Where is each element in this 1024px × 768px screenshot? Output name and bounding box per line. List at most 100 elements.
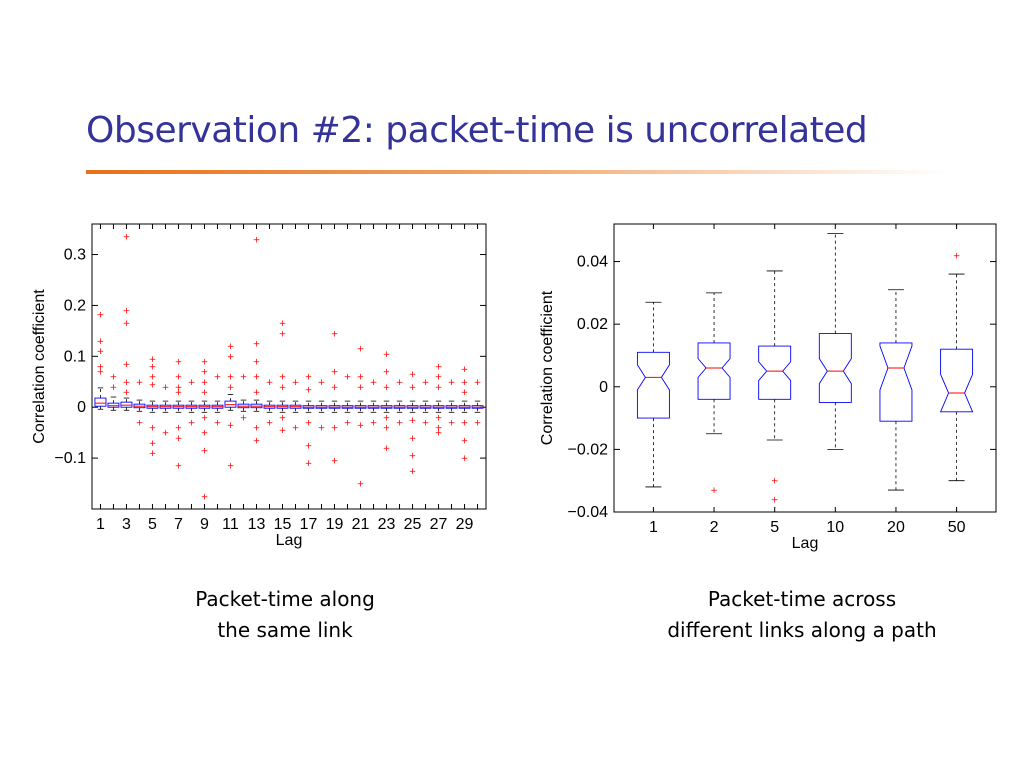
outlier-point: + — [97, 337, 105, 347]
outlier-point: + — [383, 350, 391, 360]
outlier-point: + — [214, 418, 222, 428]
caption-left-line-2: the same link — [217, 618, 353, 642]
outlier-point: + — [409, 434, 417, 444]
outlier-point: + — [357, 383, 365, 393]
box-28: ++ — [445, 378, 458, 428]
outlier-point: + — [240, 373, 248, 383]
x-tick-label: 1 — [649, 519, 658, 536]
outlier-point: + — [149, 449, 157, 459]
box-body — [94, 397, 107, 407]
box-24: ++ — [393, 378, 406, 428]
outlier-point: + — [409, 467, 417, 477]
outlier-point: + — [331, 424, 339, 434]
box-2: ++ — [107, 373, 120, 411]
title-underline — [86, 170, 946, 174]
outlier-point: + — [409, 452, 417, 462]
outlier-point: + — [305, 441, 313, 451]
outlier-point: + — [435, 363, 443, 373]
box-27: ++++++ — [432, 363, 445, 439]
box-20: ++ — [341, 373, 354, 428]
outlier-point: + — [383, 413, 391, 423]
box-18: ++ — [315, 378, 328, 434]
outlier-point: + — [461, 365, 469, 375]
outlier-point: + — [357, 480, 365, 490]
outlier-point: + — [383, 444, 391, 454]
outlier-point: + — [461, 418, 469, 428]
outlier-point: + — [149, 424, 157, 434]
chart-left: −0.100.10.20.31 3 5 7 9 11 13 15 17 19 21 23 25 27 29L… — [31, 223, 487, 549]
x-tick-label: 50 — [948, 519, 966, 536]
outlier-point: + — [435, 373, 443, 383]
y-tick-label: −0.02 — [568, 441, 609, 458]
outlier-point: + — [409, 416, 417, 426]
outlier-point: + — [110, 373, 118, 383]
outlier-point: + — [175, 434, 183, 444]
box-body — [879, 342, 913, 422]
outlier-point: + — [305, 385, 313, 395]
outlier-point: + — [305, 418, 313, 428]
outlier-point: + — [227, 383, 235, 393]
box-12: ++ — [237, 373, 250, 423]
outlier-point: + — [188, 418, 196, 428]
outlier-point: + — [123, 307, 131, 317]
outlier-point: + — [227, 342, 235, 352]
y-tick-label: 0.02 — [577, 316, 608, 333]
outlier-point: + — [253, 235, 261, 245]
box-29: ++++++ — [458, 365, 471, 464]
x-tick-label: 21 — [352, 516, 370, 533]
chart-right: −0.04 −0.02 0 0.02 0.04 1 2 5 10 20 50 Lag Correlati… — [539, 223, 997, 552]
outlier-point: + — [201, 378, 209, 388]
outlier-point: + — [149, 355, 157, 365]
outlier-point: + — [435, 383, 443, 393]
outlier-point: + — [253, 424, 261, 434]
outlier-point: + — [136, 418, 144, 428]
box-16: ++ — [289, 378, 302, 434]
outlier-point: + — [331, 457, 339, 467]
outlier-point: + — [123, 388, 131, 398]
caption-right-line-2: different links along a path — [667, 618, 937, 642]
y-tick-label: 0 — [77, 399, 86, 416]
outlier-point: + — [253, 373, 261, 383]
outlier-point: + — [357, 373, 365, 383]
outlier-point: + — [149, 363, 157, 373]
outlier-point: + — [461, 436, 469, 446]
x-tick-label: 5 — [148, 516, 157, 533]
x-tick-label: 5 — [770, 519, 779, 536]
outlier-point: + — [318, 378, 326, 388]
outlier-point: + — [136, 378, 144, 388]
outlier-point: + — [97, 311, 105, 321]
box-body — [818, 333, 852, 403]
x-tick-label: 27 — [430, 516, 448, 533]
x-tick-label: 15 — [274, 516, 292, 533]
outlier-point: + — [435, 424, 443, 434]
outlier-point: + — [227, 462, 235, 472]
outlier-point: + — [953, 251, 961, 261]
box-17: + + + + + — [302, 373, 315, 469]
box-15: ++++++ — [276, 319, 289, 436]
outlier-point: + — [331, 368, 339, 378]
slide-title: Observation #2: packet-time is uncorrela… — [86, 110, 868, 151]
box-body — [120, 401, 133, 408]
outlier-point: + — [344, 418, 352, 428]
outlier-point: + — [305, 459, 313, 469]
outlier-point: + — [331, 329, 339, 339]
box-21: +++++ — [354, 345, 367, 490]
outlier-point: + — [474, 378, 482, 388]
box-5: ++ — [758, 270, 792, 505]
outlier-point: + — [383, 368, 391, 378]
box-13: + + + + + + + — [250, 235, 263, 446]
outlier-point: + — [123, 319, 131, 329]
outlier-point: + — [175, 357, 183, 367]
outlier-point: + — [396, 418, 404, 428]
box-9: ++++++++ — [198, 357, 211, 502]
outlier-point: + — [292, 378, 300, 388]
outlier-point: + — [201, 446, 209, 456]
outlier-point: + — [201, 357, 209, 367]
outlier-point: + — [123, 360, 131, 370]
box-30: ++ — [471, 378, 484, 428]
outlier-point: + — [123, 378, 131, 388]
outlier-point: + — [279, 329, 287, 339]
outlier-point: + — [175, 373, 183, 383]
x-tick-label: 9 — [200, 516, 209, 533]
